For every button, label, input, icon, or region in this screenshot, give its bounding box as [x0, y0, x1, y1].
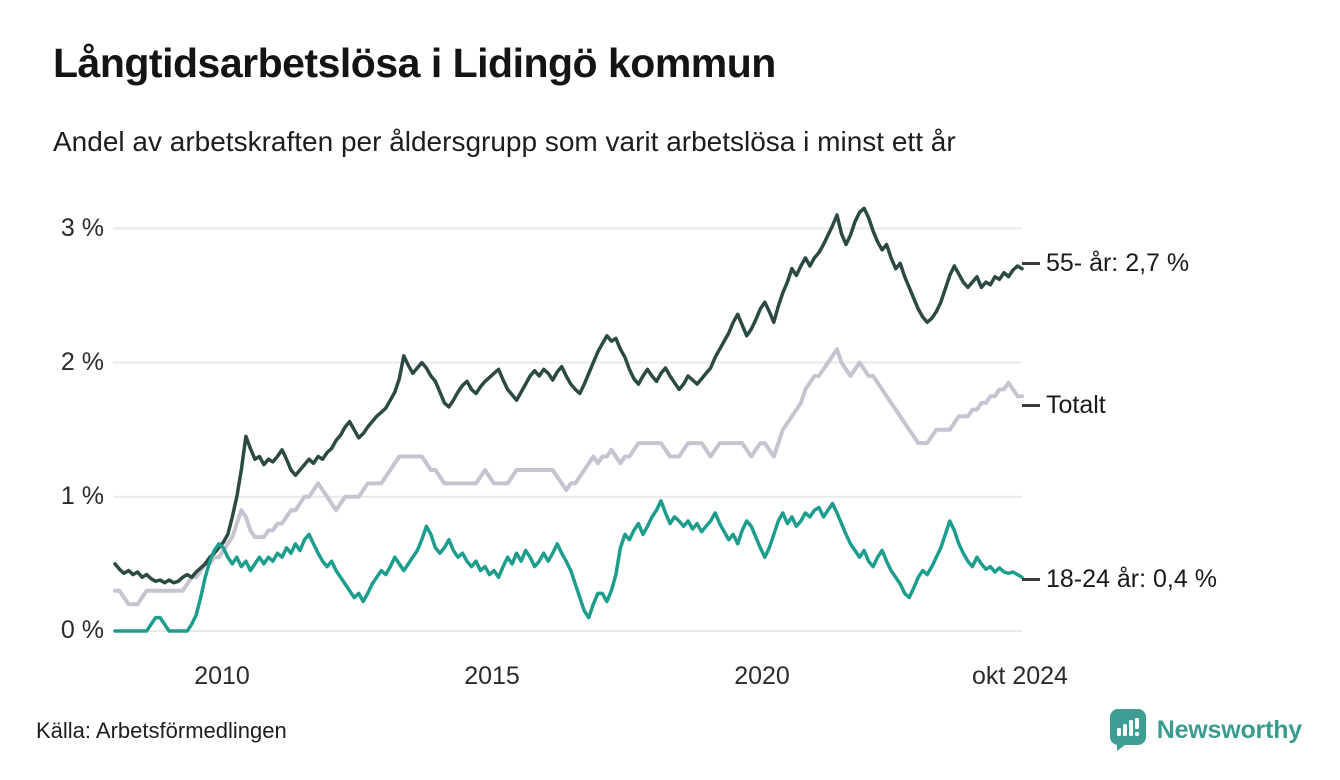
series-label-totalt: Totalt — [1022, 390, 1106, 420]
series-line-1 — [113, 347, 1024, 607]
brand-name: Newsworthy — [1156, 715, 1302, 744]
x-axis-tick-okt-2024: okt 2024 — [972, 662, 1068, 690]
label-dash-icon — [1022, 403, 1040, 407]
source-note: Källa: Arbetsförmedlingen — [36, 718, 287, 743]
y-axis-tick-2: 2 % — [60, 348, 104, 376]
series-label-text: Totalt — [1046, 391, 1106, 419]
y-axis-tick-3: 3 % — [60, 214, 104, 242]
series-line-2 — [113, 499, 1024, 633]
x-axis-tick-2010: 2010 — [194, 662, 250, 690]
page-title: Långtidsarbetslösa i Lidingö kommun — [53, 40, 776, 86]
label-dash-icon — [1022, 577, 1040, 581]
series-label-text: 55- år: 2,7 % — [1046, 249, 1190, 277]
x-axis-tick-2020: 2020 — [734, 662, 790, 690]
label-dash-icon — [1022, 261, 1040, 265]
newsworthy-brand: Newsworthy — [1107, 708, 1302, 752]
newsworthy-logo-icon — [1109, 709, 1146, 751]
x-axis-tick-2015: 2015 — [464, 662, 520, 690]
y-axis-tick-1: 1 % — [60, 482, 104, 510]
series-label-55-ar: 55- år: 2,7 % — [1022, 248, 1189, 278]
series-line-0 — [113, 206, 1024, 585]
chart-subtitle: Andel av arbetskraften per åldersgrupp s… — [53, 126, 956, 157]
series-label-text: 18-24 år: 0,4 % — [1046, 565, 1217, 593]
series-label-18-24-ar: 18-24 år: 0,4 % — [1022, 564, 1217, 594]
y-axis-tick-0: 0 % — [60, 616, 104, 644]
